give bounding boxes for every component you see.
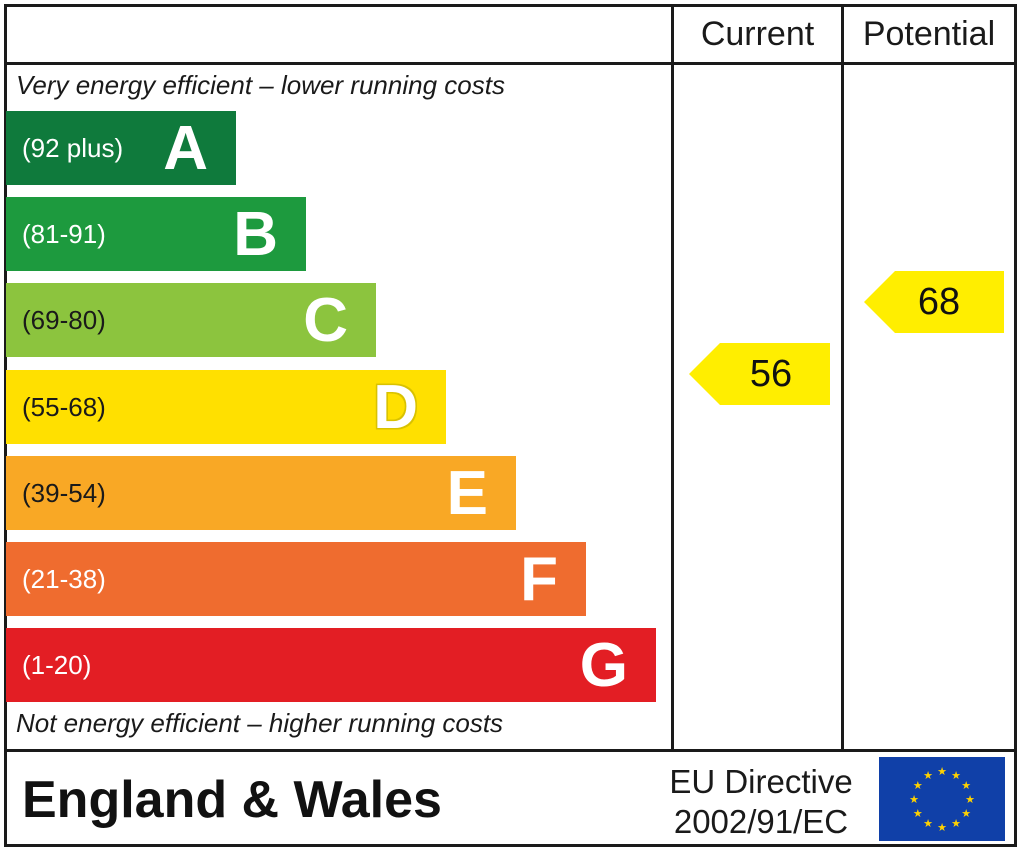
band-range-f: (21-38) [22,564,106,594]
eu-star-icon: ★ [913,780,923,792]
band-letter-g: G [579,631,628,700]
directive-line-1: EU Directive [669,763,853,800]
current-rating-arrow: 56 [689,343,830,405]
band-a: (92 plus) A [6,111,236,185]
current-column-header: Current [700,15,815,53]
potential-rating-value: 68 [917,281,961,323]
potential-arrow-shape [864,271,1004,333]
band-letter-e: E [446,459,488,528]
bottom-caption: Not energy efficient – higher running co… [16,708,504,738]
eu-flag-icon: ★ ★ ★ ★ ★ ★ ★ ★ ★ ★ ★ ★ [879,757,1005,841]
potential-column-header: Potential [862,15,996,53]
band-letter-a: A [163,114,208,183]
eu-directive: EU Directive 2002/91/EC [656,762,866,842]
band-g: (1-20) G [6,628,656,702]
top-caption: Very energy efficient – lower running co… [16,70,505,100]
band-d: (55-68) D [6,370,446,444]
eu-star-icon: ★ [937,766,947,778]
eu-star-icon: ★ [961,808,971,820]
band-f: (21-38) F [6,542,586,616]
band-range-d: (55-68) [22,392,106,422]
eu-star-icon: ★ [961,780,971,792]
eu-star-icon: ★ [909,794,919,806]
eu-star-icon: ★ [913,808,923,820]
band-letter-f: F [520,545,558,614]
potential-rating-arrow: 68 [864,271,1004,333]
current-rating-value: 56 [749,353,793,395]
band-e: (39-54) E [6,456,516,530]
divider-footer [4,749,1017,752]
current-arrow-shape [689,343,830,405]
eu-star-icon: ★ [951,770,961,782]
band-b: (81-91) B [6,197,306,271]
eu-stars: ★★★★★★★★★ ★ ★★ [909,766,975,834]
band-range-b: (81-91) [22,219,106,249]
band-range-a: (92 plus) [22,133,124,163]
band-c: (69-80) C [6,283,376,357]
epc-frame [4,4,1017,847]
eu-star-icon: ★ [951,818,961,830]
divider-header [4,62,1017,65]
divider-left-current [671,4,674,752]
band-range-c: (69-80) [22,305,106,335]
band-letter-d: D [373,373,418,442]
divider-current-potential [841,4,844,752]
eu-star-icon: ★ [923,818,933,830]
eu-star-icon: ★ [923,770,933,782]
band-range-g: (1-20) [22,650,92,680]
band-letter-c: C [303,286,348,355]
band-range-e: (39-54) [22,478,106,508]
directive-line-2: 2002/91/EC [673,803,849,840]
band-letter-b: B [233,200,278,269]
region-title: England & Wales [22,771,442,829]
eu-star-icon: ★ [937,822,947,834]
eu-star-icon: ★ [965,794,975,806]
